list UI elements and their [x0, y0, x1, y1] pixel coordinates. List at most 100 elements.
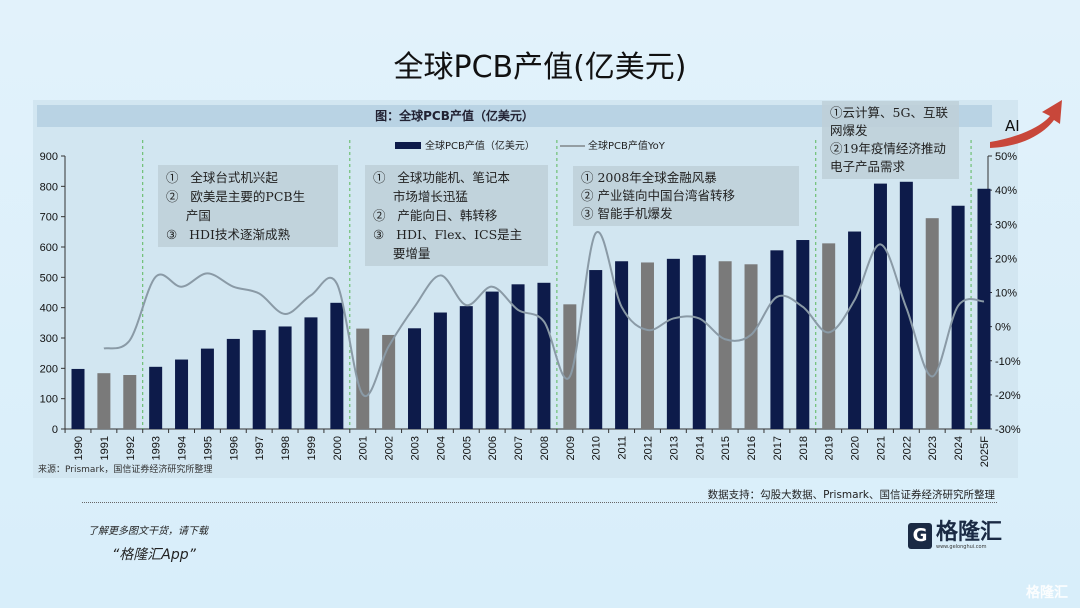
bar-2006	[485, 291, 499, 429]
x-tick-label: 2017	[772, 436, 784, 460]
x-tick-label: 1994	[177, 436, 189, 460]
right-tick-label: 0%	[995, 322, 1011, 334]
annotation-line: ②19年疫情经济推动	[830, 141, 946, 156]
bar-2011	[615, 261, 629, 429]
x-tick-label: 2002	[384, 436, 396, 460]
annotation-line: ①云计算、5G、互联	[830, 105, 948, 120]
right-tick-label: -30%	[995, 424, 1021, 436]
left-tick-label: 200	[40, 363, 58, 375]
x-tick-label: 2016	[746, 436, 758, 460]
logo-text: 格隆汇	[936, 520, 1003, 545]
left-tick-label: 700	[40, 212, 58, 224]
bar-2014	[692, 255, 706, 429]
annotation-line: ① 全球台式机兴起	[166, 170, 278, 185]
bar-2004	[433, 312, 447, 429]
left-tick-label: 100	[40, 394, 58, 406]
page-title: 全球PCB产值(亿美元)	[393, 50, 687, 85]
annotation-line: ① 全球功能机、笔记本	[373, 170, 510, 185]
gelonghui-logo: G 格隆汇 www.gelonghui.com	[908, 522, 1002, 550]
x-tick-label: 2013	[668, 436, 680, 460]
x-tick-label: 1996	[228, 436, 240, 460]
x-tick-label: 2010	[591, 436, 603, 460]
annotation-line: ③ HDI技术逐渐成熟	[166, 227, 290, 242]
right-tick-label: 30%	[995, 219, 1017, 231]
legend-bar-label: 全球PCB产值（亿美元）	[425, 139, 535, 152]
x-tick-label: 1993	[151, 436, 163, 460]
bar-1997	[252, 330, 266, 429]
bar-2024	[951, 205, 965, 429]
left-tick-label: 300	[40, 333, 58, 345]
bar-2001	[356, 328, 370, 429]
x-tick-label: 1992	[125, 436, 137, 460]
bar-2005	[459, 306, 473, 429]
app-name[interactable]: “格隆汇App”	[112, 547, 196, 563]
annotation-2009-2018: ① 2008年全球金融风暴 ② 产业链向中国台湾省转移 ③ 智能手机爆发	[573, 166, 799, 226]
annotation-line: ① 2008年全球金融风暴	[581, 170, 717, 185]
data-support: 数据支持：勾股大数据、Prismark、国信证券经济研究所整理	[707, 489, 995, 501]
x-tick-label: 1997	[254, 436, 266, 460]
annotation-line: 要增量	[373, 246, 431, 261]
download-prompt: 了解更多图文干货，请下载	[88, 526, 208, 537]
x-tick-label: 1991	[99, 436, 111, 460]
bar-1993	[149, 366, 163, 429]
left-tick-label: 800	[40, 181, 58, 193]
x-tick-label: 2012	[642, 436, 654, 460]
x-tick-label: 2020	[850, 436, 862, 460]
yoy-line	[103, 230, 985, 398]
bar-1998	[278, 326, 292, 429]
x-tick-label: 2005	[461, 436, 473, 460]
x-tick-label: 2015	[720, 436, 732, 460]
x-tick-label: 2006	[487, 436, 499, 460]
figure-header: 图：全球PCB产值（亿美元）	[37, 105, 992, 127]
annotation-line: 网爆发	[830, 123, 868, 138]
x-tick-label: 2009	[565, 436, 577, 460]
x-tick-label: 2022	[901, 436, 913, 460]
bar-2020	[848, 231, 862, 429]
bar-2000	[330, 302, 344, 429]
ai-label: AI	[1005, 117, 1020, 135]
x-tick-label: 2001	[358, 436, 370, 460]
x-tick-label: 2003	[410, 436, 422, 460]
bar-1995	[200, 348, 214, 429]
bar-2023	[925, 218, 939, 429]
left-tick-label: 500	[40, 272, 58, 284]
bar-1990	[71, 368, 85, 429]
bar-2002	[382, 334, 396, 429]
divider	[82, 502, 997, 503]
ai-arrow-icon	[990, 100, 1062, 148]
x-tick-label: 2024	[953, 436, 965, 460]
bar-2007	[511, 284, 525, 429]
bar-2017	[770, 250, 784, 429]
bar-2021	[873, 183, 887, 429]
bar-2018	[796, 240, 810, 429]
annotation-line: ② 欧美是主要的PCB生	[166, 189, 306, 204]
bar-1999	[304, 317, 318, 429]
bar-2012	[640, 262, 654, 429]
left-tick-label: 900	[40, 151, 58, 163]
annotation-line: 电子产品需求	[830, 159, 906, 174]
annotation-line: ③ HDI、Flex、ICS是主	[373, 227, 523, 242]
right-tick-label: 40%	[995, 185, 1017, 197]
annotation-line: ② 产能向日、韩转移	[373, 208, 498, 223]
x-tick-label: 2004	[435, 436, 447, 460]
right-tick-label: 20%	[995, 253, 1017, 265]
bar-2008	[537, 282, 551, 429]
x-tick-label: 2019	[824, 436, 836, 460]
right-tick-label: -10%	[995, 356, 1021, 368]
logo-g-icon: G	[908, 523, 932, 549]
bar-2025F	[977, 188, 991, 429]
right-tick-label: 50%	[995, 151, 1017, 163]
left-tick-label: 0	[52, 424, 58, 436]
x-tick-label: 2007	[513, 436, 525, 460]
bar-2016	[744, 264, 758, 429]
x-tick-label: 2014	[694, 436, 706, 460]
annotation-2019-2024: ①云计算、5G、互联 网爆发 ②19年疫情经济推动 电子产品需求	[822, 101, 959, 179]
right-tick-label: -20%	[995, 390, 1021, 402]
bar-2010	[589, 270, 603, 429]
annotation-line: ③ 智能手机爆发	[581, 206, 673, 221]
x-tick-label: 2011	[617, 436, 629, 460]
x-tick-label: 2018	[798, 436, 810, 460]
annotation-line: 市场增长迅猛	[373, 189, 468, 204]
annotation-2001-2008: ① 全球功能机、笔记本 市场增长迅猛 ② 产能向日、韩转移 ③ HDI、Flex…	[365, 165, 548, 266]
